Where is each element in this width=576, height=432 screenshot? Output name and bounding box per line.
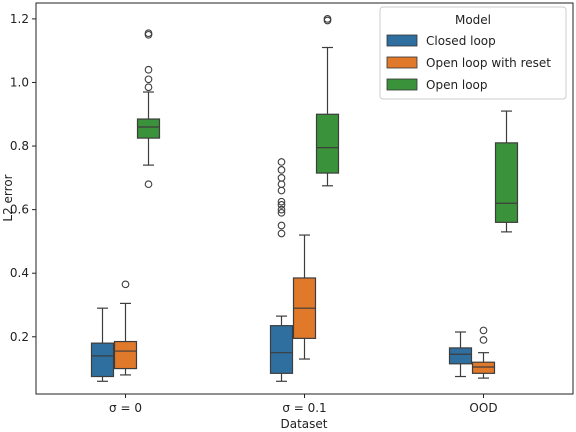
y-axis-title: L2 error	[1, 174, 15, 221]
legend-title: Model	[455, 13, 491, 27]
outlier-point	[277, 197, 286, 206]
y-tick-label: 0.6	[10, 203, 29, 217]
outlier-point	[277, 221, 286, 230]
box	[315, 113, 340, 174]
y-tick-label: 1.0	[10, 75, 29, 89]
x-axis-title: Dataset	[281, 417, 328, 431]
outlier-point	[144, 29, 153, 38]
legend-label-open-loop-with-reset: Open loop with reset	[426, 56, 551, 70]
outlier-point	[144, 83, 153, 92]
box	[113, 340, 138, 370]
x-tick-label: σ = 0.1	[282, 401, 326, 415]
x-tick-label: OOD	[469, 401, 497, 415]
x-tick-label: σ = 0	[109, 401, 142, 415]
box	[269, 325, 294, 374]
y-tick-label: 1.2	[10, 12, 29, 26]
outlier-point	[277, 201, 286, 209]
outlier-point	[277, 229, 286, 238]
outlier-point	[277, 208, 286, 217]
y-tick-label: 0.8	[10, 139, 29, 153]
outlier-point	[277, 205, 286, 214]
legend-box	[379, 6, 567, 100]
box	[471, 361, 496, 374]
outlier-point	[323, 15, 332, 23]
outlier-point	[144, 65, 153, 74]
box	[136, 118, 161, 139]
y-tick-label: 0.2	[10, 330, 29, 344]
legend-label-closed-loop: Closed loop	[426, 34, 496, 48]
outlier-point	[277, 173, 286, 182]
legend-swatch-closed-loop	[386, 34, 418, 47]
outlier-point	[121, 280, 130, 289]
box	[494, 142, 519, 223]
outlier-point	[144, 75, 153, 84]
outlier-point	[479, 326, 488, 335]
legend-swatch-open-loop-with-reset	[386, 56, 418, 69]
legend-swatch-open-loop	[386, 78, 418, 91]
outlier-point	[277, 166, 286, 174]
outlier-point	[144, 180, 153, 189]
outlier-point	[479, 336, 488, 344]
box	[90, 342, 115, 378]
outlier-point	[277, 158, 286, 166]
y-tick-label: 0.4	[10, 266, 29, 280]
box	[448, 347, 473, 365]
legend: Model Closed loop Open loop with reset O…	[379, 6, 567, 100]
plot-area	[90, 15, 519, 382]
legend-label-open-loop: Open loop	[426, 78, 488, 92]
